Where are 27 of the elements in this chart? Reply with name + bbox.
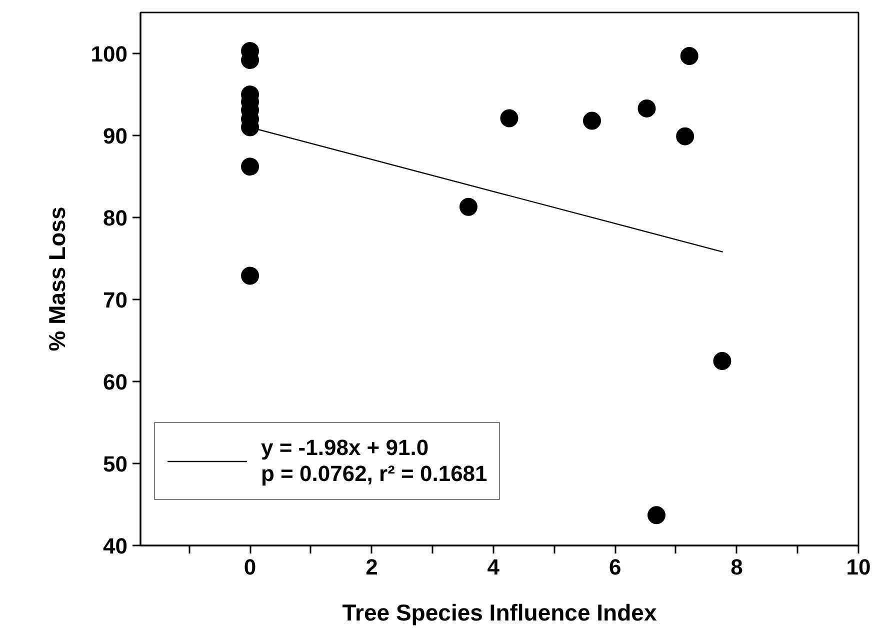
- y-tick-label: 80: [103, 206, 128, 230]
- point: [582, 112, 601, 130]
- point: [647, 506, 666, 524]
- y-tick-label: 100: [90, 42, 128, 66]
- annotation: p = 0.0762, r² = 0.1681: [261, 461, 488, 486]
- x-tick-label: 0: [244, 554, 256, 580]
- y-tick-label: 40: [103, 534, 128, 558]
- point: [638, 99, 656, 118]
- point: [241, 158, 260, 176]
- y-tick-label: 60: [103, 370, 128, 394]
- point: [713, 352, 732, 370]
- point: [459, 198, 478, 216]
- point: [500, 109, 518, 128]
- y-axis-title: % Mass Loss: [44, 206, 70, 352]
- x-tick-label: 10: [846, 554, 871, 580]
- point: [680, 46, 698, 65]
- legend-label: y = -1.98x + 91.0: [261, 435, 429, 460]
- y-tick-label: 70: [103, 288, 128, 312]
- y-tick-label: 90: [103, 124, 128, 148]
- x-tick-label: 8: [730, 554, 743, 580]
- x-axis-title: Tree Species Influence Index: [342, 600, 657, 626]
- y-tick-label: 50: [103, 452, 128, 476]
- x-tick-label: 2: [366, 554, 378, 580]
- point: [241, 266, 260, 285]
- x-tick-label: 4: [487, 554, 500, 580]
- point: [676, 127, 694, 146]
- x-tick-label: 6: [608, 554, 622, 580]
